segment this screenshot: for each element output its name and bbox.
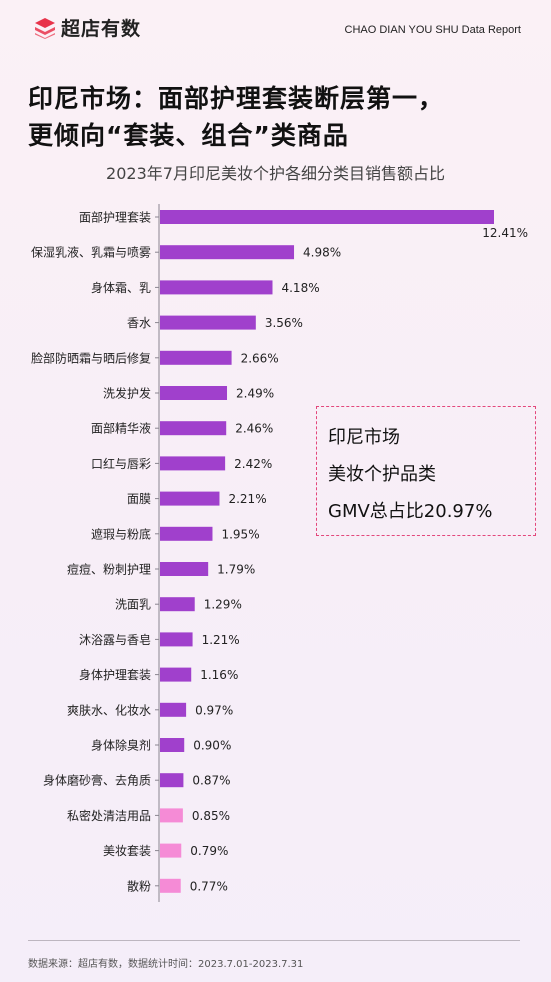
value-label: 3.56% xyxy=(265,316,303,330)
bar xyxy=(160,702,187,717)
bar xyxy=(160,245,295,260)
category-label: 私密处清洁用品 xyxy=(67,808,151,823)
value-label: 2.49% xyxy=(236,387,274,401)
category-label: 散粉 xyxy=(127,878,151,893)
brand-logo[interactable]: 超店有数 xyxy=(34,14,141,41)
value-label: 2.46% xyxy=(235,422,273,436)
value-label: 1.79% xyxy=(217,563,255,577)
category-label: 面部精华液 xyxy=(91,421,151,436)
value-label: 2.66% xyxy=(241,351,279,365)
value-label: 4.98% xyxy=(303,246,341,260)
bar xyxy=(160,667,192,682)
bar xyxy=(160,597,195,612)
page-title: 印尼市场：面部护理套装断层第一， 更倾向“套装、组合”类商品 xyxy=(28,80,531,154)
category-label: 遮瑕与粉底 xyxy=(91,526,151,541)
category-label: 脸部防晒霜与晒后修复 xyxy=(31,350,151,365)
value-label: 4.18% xyxy=(281,281,319,295)
category-label: 身体除臭剂 xyxy=(91,738,151,753)
layered-s-logo-icon xyxy=(35,17,55,39)
category-label: 身体护理套装 xyxy=(79,667,151,682)
footer-source: 数据来源：超店有数，数据统计时间：2023.7.01-2023.7.31 xyxy=(28,959,304,970)
category-label: 爽肤水、化妆水 xyxy=(67,702,151,717)
bar xyxy=(160,491,220,506)
category-label: 身体霜、乳 xyxy=(91,280,151,295)
bar xyxy=(160,562,209,576)
bar xyxy=(160,315,256,330)
bar xyxy=(160,421,227,436)
footer-divider xyxy=(28,940,520,941)
category-label: 痘痘、粉刺护理 xyxy=(67,562,151,577)
value-label: 0.79% xyxy=(190,844,228,858)
category-label: 美妆套装 xyxy=(103,844,151,858)
value-label: 0.90% xyxy=(193,739,231,753)
value-label: 1.16% xyxy=(200,668,238,682)
bar xyxy=(160,210,494,224)
gmv-summary-box: 印尼市场 美妆个护品类 GMV总占比20.97% xyxy=(316,406,536,536)
bar xyxy=(160,878,181,893)
bar xyxy=(160,738,185,752)
value-label: 1.29% xyxy=(204,598,242,612)
bar xyxy=(160,808,183,823)
summary-line-market: 印尼市场 xyxy=(328,427,400,448)
value-label: 0.77% xyxy=(190,879,228,893)
value-label: 0.97% xyxy=(195,703,233,717)
category-label: 身体磨砂膏、去角质 xyxy=(43,773,151,788)
category-label: 洗发护发 xyxy=(103,386,151,401)
value-label: 0.87% xyxy=(192,774,230,788)
value-label: 12.41% xyxy=(482,226,528,240)
bar xyxy=(160,526,213,541)
category-label: 香水 xyxy=(127,316,151,330)
category-label: 口红与唇彩 xyxy=(91,456,151,471)
bar xyxy=(160,456,226,471)
header: 超店有数 CHAO DIAN YOU SHU Data Report xyxy=(34,14,521,50)
brand-name: 超店有数 xyxy=(61,18,142,40)
category-label: 面部护理套装 xyxy=(79,210,151,225)
report-tag: CHAO DIAN YOU SHU Data Report xyxy=(344,24,521,36)
summary-line-category: 美妆个护品类 xyxy=(328,464,436,485)
category-label: 保湿乳液、乳霜与喷雾 xyxy=(31,245,151,260)
value-label: 2.21% xyxy=(228,492,266,506)
summary-line-gmv: GMV总占比20.97% xyxy=(328,501,493,522)
value-label: 1.21% xyxy=(202,633,240,647)
value-label: 0.85% xyxy=(192,809,230,823)
value-label: 2.42% xyxy=(234,457,272,471)
title-line-1: 印尼市场：面部护理套装断层第一， xyxy=(28,84,445,113)
bar xyxy=(160,280,273,295)
category-label: 沐浴露与香皂 xyxy=(79,633,151,647)
bar xyxy=(160,632,193,647)
title-line-2: 更倾向“套装、组合”类商品 xyxy=(28,121,349,150)
value-label: 1.95% xyxy=(221,527,259,541)
category-label: 面膜 xyxy=(127,492,151,506)
bar xyxy=(160,843,182,858)
bar xyxy=(160,773,184,788)
bar xyxy=(160,350,232,365)
chart-title: 2023年7月印尼美妆个护各细分类目销售额占比 xyxy=(106,164,445,183)
bar xyxy=(160,386,228,400)
category-label: 洗面乳 xyxy=(115,598,151,612)
